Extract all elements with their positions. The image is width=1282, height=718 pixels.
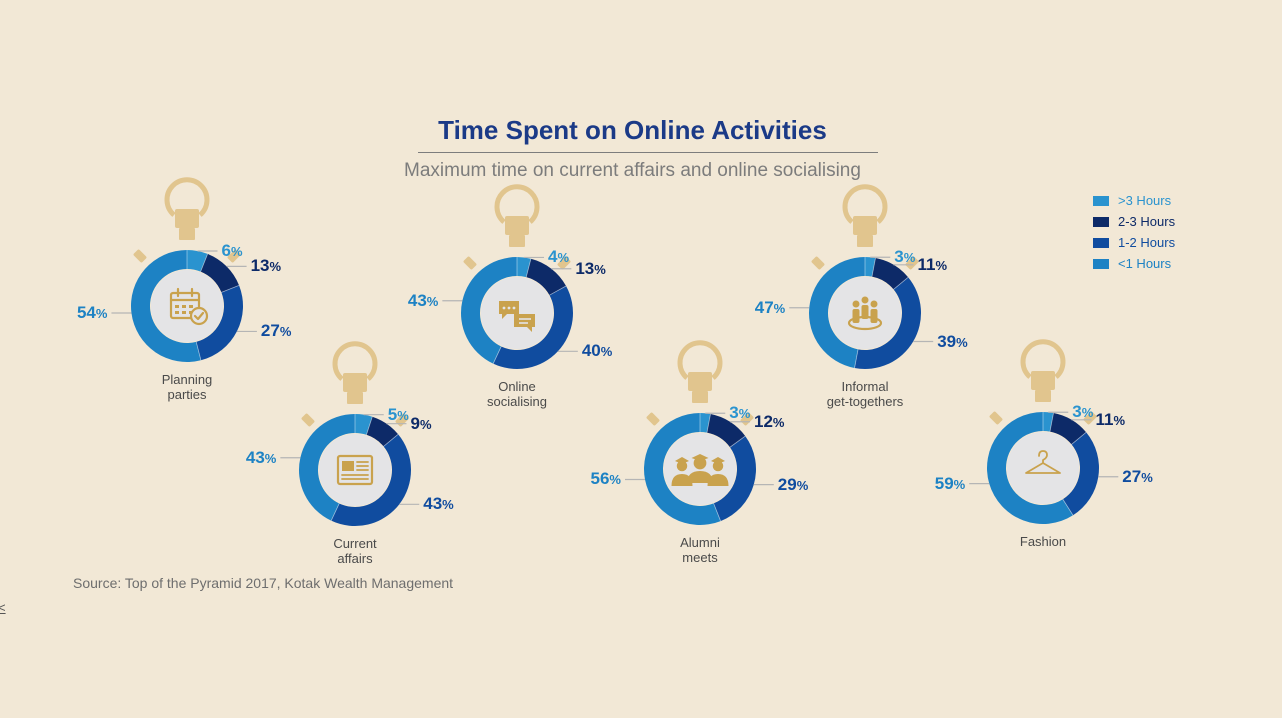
donut-slice (706, 413, 746, 448)
newspaper-icon (336, 454, 374, 486)
donut-slice (366, 416, 399, 447)
donut-slice (1062, 432, 1099, 516)
value-label: 11% (1095, 409, 1126, 429)
value-label: 27% (1122, 466, 1153, 486)
activity-name: Informal get-togethers (826, 379, 904, 409)
legend-item: 2-3 Hours (1093, 211, 1175, 232)
donut-slice (200, 253, 240, 293)
activity-donut (280, 341, 420, 526)
value-label: 6% (221, 240, 243, 260)
activity-name: Current affairs (333, 536, 377, 566)
activity-donut (624, 340, 774, 525)
donut-slice (493, 286, 573, 370)
value-label: 3% (1072, 402, 1094, 422)
donut-slice (644, 413, 721, 525)
donut-slice (1049, 412, 1087, 445)
legend-item: <1 Hours (1093, 253, 1175, 274)
legend-label: >3 Hours (1118, 193, 1172, 208)
edge-mark: < (0, 600, 6, 615)
chart-title: Time Spent on Online Activities (438, 115, 827, 145)
activity-name: Alumni meets (680, 535, 720, 565)
value-label: 9% (410, 413, 432, 433)
activity-name: Planning parties (161, 372, 213, 402)
value-label: 5% (387, 404, 409, 424)
donut-center (151, 270, 223, 342)
value-label: 54% (76, 303, 108, 323)
legend-swatch (1093, 237, 1109, 248)
value-label: 11% (917, 254, 948, 274)
value-label: 13% (575, 258, 606, 278)
value-label: 56% (590, 469, 621, 489)
value-label: 43% (423, 494, 454, 514)
donut-slice (299, 414, 355, 521)
value-label: 43% (407, 290, 439, 310)
chart-subtitle: Maximum time on current affairs and onli… (404, 160, 861, 181)
donut-slice (713, 436, 756, 522)
source-note: Source: Top of the Pyramid 2017, Kotak W… (73, 575, 454, 591)
donut-slice (854, 277, 921, 369)
donut-slice (871, 257, 909, 290)
activity-donut (969, 339, 1119, 524)
donut-slice (809, 257, 865, 369)
title-divider (418, 152, 878, 153)
donut-slice (131, 250, 201, 362)
graduates-icon (671, 454, 729, 486)
legend-swatch (1093, 216, 1109, 227)
value-label: 43% (245, 447, 277, 467)
calendar-check-icon (169, 287, 209, 326)
activity-name: Fashion (1019, 534, 1067, 549)
value-label: 3% (729, 403, 751, 423)
legend-swatch (1093, 258, 1109, 269)
legend-label: 2-3 Hours (1118, 214, 1176, 229)
legend: >3 Hours 2-3 Hours 1-2 Hours <1 Hours (1093, 190, 1175, 274)
hanger-icon (1025, 450, 1061, 474)
activity-donut (442, 184, 578, 370)
activity-donut (111, 177, 257, 362)
activity-name: Online socialising (487, 379, 547, 409)
value-label: 47% (754, 297, 786, 317)
value-label: 3% (894, 247, 916, 267)
value-label: 27% (260, 321, 292, 341)
value-label: 59% (934, 473, 966, 493)
value-label: 4% (548, 247, 570, 267)
value-label: 39% (937, 331, 968, 351)
legend-item: 1-2 Hours (1093, 232, 1175, 253)
donut-slice (196, 285, 243, 361)
value-label: 12% (754, 411, 785, 431)
legend-item: >3 Hours (1093, 190, 1175, 211)
chat-bubbles-icon (499, 301, 535, 332)
legend-swatch (1093, 195, 1109, 206)
value-label: 29% (777, 474, 809, 494)
donut-slice (526, 258, 567, 296)
legend-label: 1-2 Hours (1118, 235, 1176, 250)
value-label: 13% (250, 256, 282, 276)
activity-donut (789, 184, 934, 369)
donut-center (319, 434, 391, 506)
donut-center (1007, 432, 1079, 504)
donut-slice (987, 412, 1074, 524)
value-label: 40% (581, 341, 613, 361)
donut-slice (461, 257, 517, 364)
group-people-icon (847, 296, 883, 331)
donut-slice (331, 434, 411, 526)
legend-label: <1 Hours (1118, 256, 1172, 271)
